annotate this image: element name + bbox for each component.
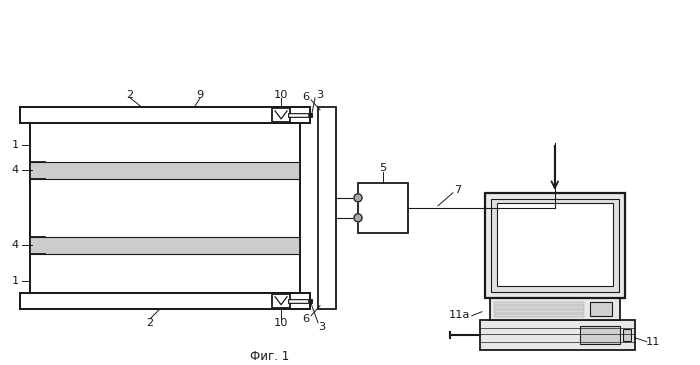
Bar — [590, 302, 612, 316]
Bar — [272, 108, 290, 122]
Circle shape — [354, 194, 362, 202]
Bar — [497, 203, 612, 286]
Text: 3: 3 — [316, 90, 323, 100]
Bar — [20, 107, 310, 123]
Bar — [494, 310, 584, 313]
Text: 10: 10 — [274, 318, 288, 328]
Text: 1: 1 — [12, 276, 19, 286]
Text: 2: 2 — [146, 318, 154, 328]
Text: 11: 11 — [645, 337, 660, 347]
Bar — [580, 326, 620, 344]
Bar — [318, 107, 336, 309]
Text: 4: 4 — [12, 165, 19, 176]
Bar — [494, 306, 584, 309]
Bar — [623, 329, 631, 341]
Bar — [272, 294, 290, 308]
Bar — [20, 107, 310, 123]
Text: 4: 4 — [12, 240, 19, 250]
Bar — [358, 183, 408, 233]
Bar — [30, 237, 300, 254]
Text: 6: 6 — [302, 314, 309, 324]
Text: 9: 9 — [197, 90, 204, 100]
Text: 5: 5 — [379, 163, 386, 173]
Bar — [480, 320, 635, 350]
Circle shape — [354, 194, 362, 202]
Bar — [30, 123, 300, 293]
Text: 2: 2 — [127, 90, 134, 100]
Text: 7: 7 — [454, 185, 461, 195]
Bar — [491, 199, 619, 292]
Text: Фиг. 1: Фиг. 1 — [251, 350, 290, 363]
Circle shape — [354, 214, 362, 222]
Bar — [30, 162, 300, 179]
Bar — [30, 123, 300, 293]
Bar — [494, 302, 584, 305]
Bar — [490, 298, 620, 320]
Bar — [494, 314, 584, 317]
Text: 3: 3 — [318, 322, 326, 332]
Text: 10: 10 — [274, 90, 288, 100]
Text: 11а: 11а — [449, 310, 470, 320]
Circle shape — [354, 214, 362, 222]
Text: 1: 1 — [12, 140, 19, 150]
Bar — [20, 293, 310, 309]
Bar — [20, 293, 310, 309]
Bar — [485, 193, 624, 298]
Text: 6: 6 — [302, 92, 309, 102]
